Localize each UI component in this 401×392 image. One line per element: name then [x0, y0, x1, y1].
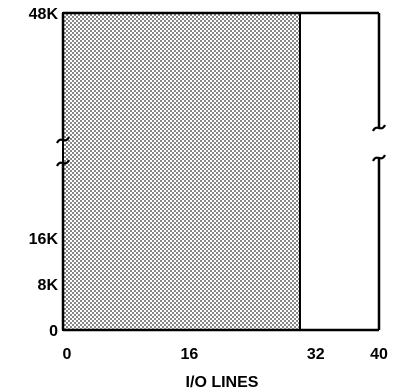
y-tick-label: 0: [49, 323, 58, 340]
y-tick-label: 48K: [29, 6, 59, 23]
x-tick-label: 40: [370, 346, 388, 363]
y-tick-label: 16K: [29, 231, 59, 248]
shaded-region-0: [62, 12, 301, 331]
y-tick-labels: 0 8K 16K 48K: [29, 6, 59, 340]
plot-frame: [61, 11, 381, 332]
right-break-bottom: [372, 154, 386, 162]
x-axis-label: I/O LINES: [186, 374, 259, 391]
x-tick-label: 0: [63, 346, 72, 363]
axis-breaks: [56, 124, 386, 167]
left-break-bottom: [56, 159, 70, 167]
x-tick-labels: 0 16 32 40: [63, 346, 388, 363]
right-break-top: [372, 124, 386, 132]
x-tick-label: 16: [181, 346, 199, 363]
y-tick-label: 8K: [38, 277, 59, 294]
left-break-top: [56, 136, 70, 144]
shaded-regions: [62, 12, 301, 331]
x-tick-label: 32: [307, 346, 325, 363]
